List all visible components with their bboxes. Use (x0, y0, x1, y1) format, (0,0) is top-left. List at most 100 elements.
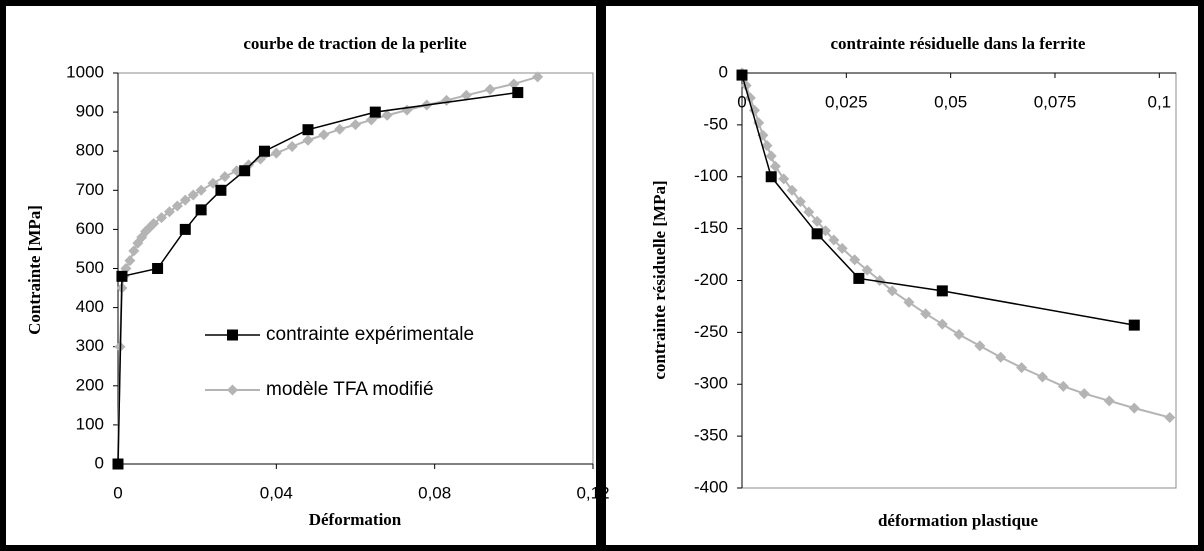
panel (606, 6, 1198, 545)
marker (1128, 402, 1140, 414)
marker (286, 141, 298, 153)
legend-marker (227, 384, 238, 396)
y-tick-label: -400 (694, 477, 728, 496)
marker (920, 308, 932, 320)
marker (811, 215, 823, 227)
marker (953, 328, 965, 340)
y-tick-label: 800 (76, 141, 104, 160)
marker (903, 296, 915, 308)
marker (318, 129, 330, 141)
marker (1078, 388, 1090, 400)
x-tick-label: 0,12 (576, 483, 609, 502)
y-tick-label: 1000 (66, 62, 104, 81)
marker (381, 109, 393, 121)
marker (460, 89, 472, 101)
x-tick-label: 0,04 (260, 483, 293, 502)
marker (794, 196, 806, 208)
marker (508, 78, 520, 90)
marker (736, 69, 748, 81)
marker (258, 145, 270, 157)
y-tick-label: 600 (76, 219, 104, 238)
marker (995, 351, 1007, 363)
x-tick-label: 0,1 (1147, 92, 1171, 111)
marker (765, 171, 777, 183)
y-tick-label: 900 (76, 102, 104, 121)
marker (112, 458, 124, 470)
chart-title: courbe de traction de la perlite (243, 34, 467, 53)
series-line (741, 74, 1135, 326)
marker (512, 87, 524, 99)
y-tick-label: 500 (76, 258, 104, 277)
y-tick-label: 300 (76, 336, 104, 355)
y-tick-label: -100 (694, 166, 728, 185)
marker (1036, 371, 1048, 383)
legend-marker (227, 329, 238, 341)
x-tick-label: 0 (737, 92, 746, 111)
marker (819, 225, 831, 237)
marker (302, 134, 314, 146)
marker (849, 254, 861, 266)
marker (270, 147, 282, 159)
y-tick-label: -300 (694, 374, 728, 393)
y-tick-label: -250 (694, 322, 728, 341)
marker (828, 234, 840, 246)
marker (1164, 411, 1176, 423)
marker (302, 124, 314, 136)
y-tick-label: 400 (76, 297, 104, 316)
marker (124, 255, 136, 267)
x-tick-label: 0,025 (825, 92, 868, 111)
marker (219, 171, 231, 183)
marker (974, 340, 986, 352)
marker (936, 285, 948, 297)
x-axis-label: Déformation (309, 510, 402, 529)
x-tick-label: 0,08 (418, 483, 451, 502)
marker (195, 184, 207, 196)
y-tick-label: 700 (76, 180, 104, 199)
marker (187, 189, 199, 201)
y-tick-label: -150 (694, 218, 728, 237)
marker (861, 264, 873, 276)
legend-label: contrainte expérimentale (266, 324, 474, 345)
marker (152, 263, 164, 274)
y-tick-label: -350 (694, 426, 728, 445)
x-tick-label: 0,075 (1034, 92, 1077, 111)
marker (116, 270, 128, 282)
marker (811, 228, 823, 240)
chart-title: contrainte résiduelle dans la ferrite (831, 34, 1086, 53)
marker (179, 194, 191, 206)
y-tick-label: 0 (719, 62, 728, 81)
marker (215, 184, 227, 196)
marker (778, 173, 790, 185)
marker (179, 223, 191, 235)
marker (853, 272, 865, 284)
y-tick-label: -200 (694, 270, 728, 289)
marker (786, 184, 798, 196)
y-axis-label: Contrainte [MPa] (25, 205, 44, 335)
marker (128, 245, 140, 257)
y-tick-label: -50 (703, 114, 728, 133)
marker (1103, 395, 1115, 407)
marker (765, 150, 777, 162)
marker (874, 275, 886, 286)
marker (532, 71, 544, 83)
marker (936, 318, 948, 330)
marker (148, 218, 160, 230)
x-tick-label: 0,05 (934, 92, 967, 111)
marker (369, 106, 381, 118)
marker (1016, 362, 1028, 374)
marker (350, 119, 361, 131)
marker (1128, 319, 1140, 331)
y-axis-label: contrainte résiduelle [MPa] (650, 180, 669, 379)
legend-label: modèle TFA modifié (266, 379, 434, 400)
marker (156, 212, 168, 224)
x-axis-label: déformation plastique (878, 511, 1039, 530)
x-tick-label: 0 (113, 483, 122, 502)
marker (195, 204, 207, 216)
y-tick-label: 200 (76, 375, 104, 394)
marker (163, 206, 175, 218)
marker (769, 160, 781, 172)
marker (803, 206, 815, 218)
marker (836, 242, 848, 254)
